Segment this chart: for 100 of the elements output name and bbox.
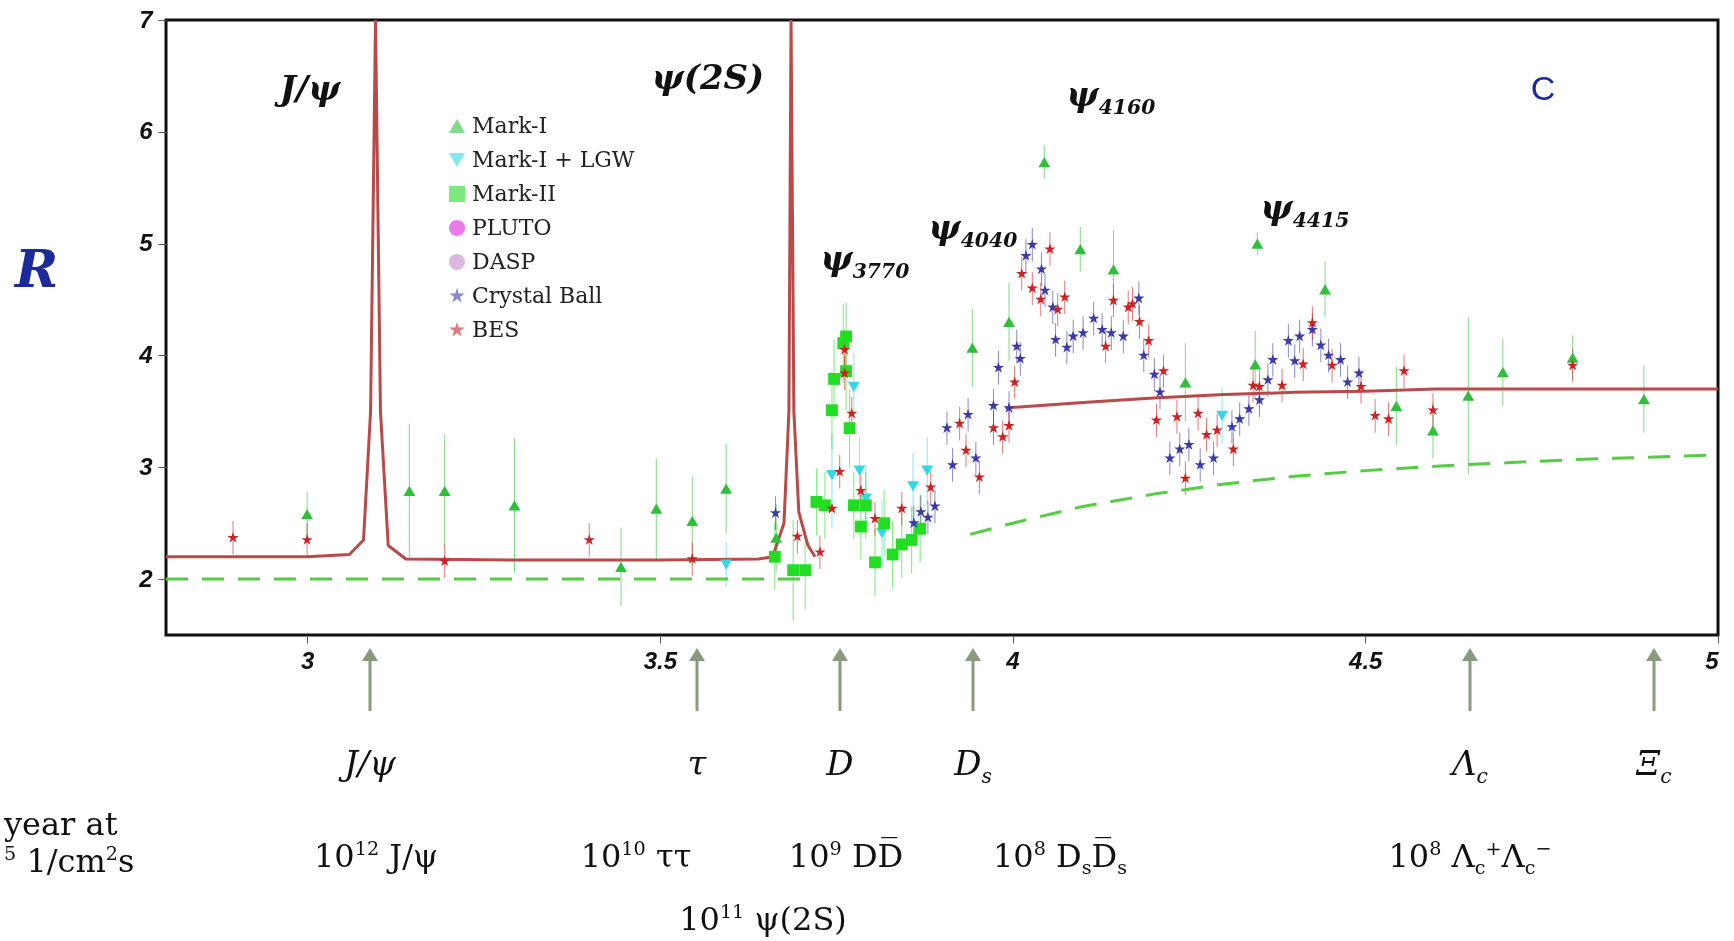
- point: [834, 465, 846, 477]
- point: [1164, 452, 1176, 464]
- point: [855, 484, 867, 496]
- point: [1126, 298, 1139, 309]
- text: 10$^{8}$ D$_{s}$D̅$_{s}$: [992, 836, 1128, 880]
- annotation: ψ$_{4160}$: [1066, 73, 1156, 119]
- point: [227, 531, 239, 543]
- point: [686, 515, 699, 527]
- point: [1289, 355, 1301, 366]
- point: [1052, 303, 1064, 315]
- point: [826, 502, 838, 514]
- point: [1276, 379, 1288, 391]
- point: [966, 342, 979, 353]
- point: [720, 559, 733, 570]
- point: [791, 530, 804, 542]
- point: [1207, 452, 1220, 464]
- point: [1247, 379, 1259, 391]
- legend-label: DASP: [472, 249, 536, 274]
- text: 10$^{12}$ J/ψ: [313, 836, 439, 875]
- point: [992, 361, 1005, 373]
- point: [1074, 244, 1087, 255]
- point: [301, 509, 314, 520]
- point: [1638, 393, 1650, 405]
- x-tick-label: 3.5: [643, 646, 678, 674]
- text: D: [826, 743, 854, 783]
- point: [1038, 156, 1051, 168]
- point: [908, 517, 920, 528]
- point: [960, 444, 972, 456]
- text: 10$^{10}$ ττ: [580, 836, 692, 875]
- y-tick-label: 5: [139, 229, 154, 257]
- point: [508, 500, 521, 511]
- point: [770, 532, 783, 543]
- text: year at: [4, 805, 118, 843]
- point: [1319, 284, 1331, 295]
- point: [843, 422, 856, 435]
- point: [1035, 293, 1047, 305]
- x-tick-label: 4: [1005, 646, 1020, 674]
- point: [1059, 291, 1071, 303]
- point: [1243, 403, 1255, 414]
- point: [1105, 327, 1117, 338]
- point: [1322, 349, 1335, 361]
- point: [1462, 390, 1475, 401]
- point: [941, 422, 953, 433]
- point: [1003, 419, 1015, 431]
- text: D$_{s}$: [954, 743, 992, 788]
- point: [854, 520, 867, 533]
- point: [1003, 316, 1015, 328]
- point: [1179, 472, 1192, 484]
- point: [997, 431, 1009, 442]
- annotation: ψ$_{3770}$: [820, 237, 910, 283]
- point: [946, 459, 959, 470]
- annotation: ψ(2S): [651, 57, 765, 97]
- point: [1567, 359, 1579, 371]
- point: [818, 499, 831, 512]
- point: [859, 499, 872, 512]
- point: [720, 483, 733, 494]
- point: [905, 534, 918, 546]
- point: [1026, 282, 1038, 294]
- point: [1100, 340, 1112, 352]
- point: [1067, 330, 1079, 342]
- point: [1088, 312, 1100, 324]
- point: [1382, 413, 1395, 424]
- point: [1200, 428, 1213, 440]
- legend-label: Mark-I: [472, 113, 548, 138]
- point: [869, 556, 881, 569]
- point: [970, 452, 982, 464]
- point: [847, 381, 860, 392]
- point: [1194, 459, 1206, 470]
- point: [1133, 315, 1146, 327]
- point: [768, 550, 781, 563]
- point: [1253, 394, 1266, 405]
- annotation: ψ$_{4040}$: [928, 206, 1018, 252]
- point: [869, 512, 881, 524]
- point: [1117, 330, 1129, 342]
- y-tick-label: 2: [138, 564, 154, 592]
- point: [1496, 367, 1509, 378]
- point: [1427, 404, 1439, 416]
- point: [1174, 443, 1186, 455]
- point: [1216, 410, 1228, 421]
- point: [1014, 352, 1026, 364]
- y-tick-label: 6: [139, 117, 154, 145]
- point: [583, 534, 595, 545]
- point: [1035, 263, 1048, 275]
- point: [840, 330, 852, 343]
- point: [1096, 323, 1108, 335]
- point: [1297, 358, 1309, 370]
- point: [1061, 341, 1073, 353]
- point: [403, 485, 416, 496]
- point: [814, 546, 826, 558]
- point: [1148, 368, 1160, 380]
- point: [1226, 421, 1238, 432]
- point: [1306, 317, 1318, 328]
- point: [1355, 380, 1367, 392]
- point: [1282, 335, 1294, 346]
- point: [1143, 335, 1155, 346]
- point: [1183, 438, 1195, 450]
- point: [1227, 443, 1239, 455]
- text: $^{5}$ 1/cm$^{2}$s: [4, 841, 135, 880]
- point: [1138, 349, 1150, 361]
- legend-label: BES: [472, 317, 520, 342]
